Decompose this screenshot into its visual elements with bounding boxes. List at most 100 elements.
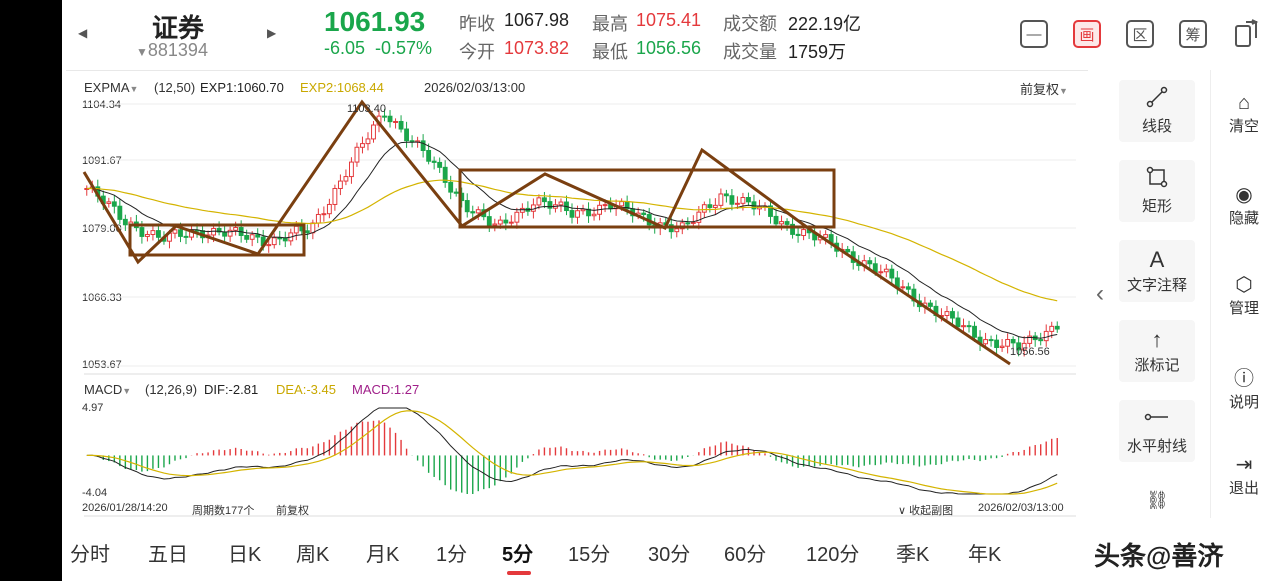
tab-period[interactable]: 60分 [724,544,767,566]
tool-up-mark[interactable]: ↑ 涨标记 [1119,320,1195,382]
tab-period[interactable]: 120分 [806,544,860,566]
candle [431,160,437,163]
collapse-tools-icon[interactable]: ‹ [1096,280,1104,307]
chip-icon[interactable]: 筹 [1179,20,1207,48]
next-stock-icon[interactable]: ▶ [267,26,277,40]
candle [1016,342,1022,351]
minus-icon[interactable]: — [1020,20,1048,48]
candle [536,197,542,206]
dropdown-icon: ▼ [122,386,132,396]
candle [530,204,536,212]
manage-button[interactable]: ⬡ 管理 [1214,272,1274,318]
tab-period[interactable]: 分时 [70,544,110,566]
trend-line-annotation [82,99,809,265]
tab-period[interactable]: 周K [296,544,330,566]
candle [773,215,779,225]
candle [768,205,773,217]
candle [464,200,470,213]
dropdown-icon[interactable]: ▼ [136,45,148,59]
candle [823,234,829,238]
candle [641,212,647,216]
candle [354,146,360,163]
candle [144,233,150,237]
tool-segment[interactable]: 线段 [1119,80,1195,142]
cursor-time: 2026/02/03/13:00 [424,80,526,95]
candle [1038,339,1044,342]
region-icon[interactable]: 区 [1126,20,1154,48]
candle [453,191,459,194]
tool-horizontal-ray[interactable]: 水平射线 [1119,400,1195,462]
adjust-select[interactable]: 前复权▼ [1020,82,1068,97]
tool-text-annotation[interactable]: A 文字注释 [1119,240,1195,302]
help-button[interactable]: ⓘ 说明 [1214,362,1274,412]
rotate-icon[interactable] [1230,16,1264,50]
chart-area[interactable] [66,70,1088,519]
candle [619,201,625,207]
volume-value: 1759万 [788,42,847,62]
candle [371,124,376,140]
candle [784,221,790,225]
y-tick: 1053.67 [82,359,122,371]
clear-button[interactable]: ⌂ 清空 [1214,92,1274,136]
candle [178,229,183,237]
tab-period[interactable]: 季K [896,544,930,566]
stock-code: ▼881394 [136,40,208,60]
main-indicator-label[interactable]: EXPMA▼ [84,80,139,95]
macd-value: MACD:1.27 [352,382,420,397]
tab-period[interactable]: 五日 [148,544,188,566]
candle [547,201,553,209]
candle [1049,325,1055,332]
candle [712,204,718,208]
hide-button[interactable]: ◉ 隐藏 [1214,182,1274,228]
high-point-label: 1103.40 [347,103,386,115]
candle [955,317,961,328]
candle [1027,335,1033,344]
draw-icon[interactable]: 画 [1073,20,1101,48]
dea-value: DEA:-3.45 [276,382,336,397]
tab-period[interactable]: 日K [228,544,262,566]
more-tools-icon[interactable]: ⛓ [1146,490,1169,510]
candle [746,197,751,203]
candle [1010,339,1016,344]
prev-close-value: 1067.98 [504,10,570,30]
candle [365,138,371,145]
tab-period[interactable]: 30分 [648,544,691,566]
candle [271,237,277,246]
candle [420,140,426,151]
collapse-sub-chart[interactable]: ∨ 收起副图 [898,505,954,517]
candle [883,268,889,273]
high-label: 最高 [592,14,628,34]
candle [470,211,476,214]
tab-period[interactable]: 月K [366,544,400,566]
candle [580,208,586,212]
candle [718,193,724,206]
candle [244,234,250,240]
candle [944,311,950,316]
candle [332,187,338,205]
candle [475,209,481,214]
y-tick: 1104.34 [82,99,121,111]
active-period-indicator [507,571,531,575]
candle [696,211,702,223]
candle [387,115,393,123]
tab-period[interactable]: 15分 [568,544,611,566]
candle [106,201,112,204]
tab-period[interactable]: 5分 [502,544,534,566]
exit-button[interactable]: ⇥ 退出 [1214,452,1274,498]
candlestick-chart[interactable] [62,0,1092,520]
candle [343,176,349,182]
box-annotation [128,223,306,257]
tool-rectangle[interactable]: 矩形 [1119,160,1195,222]
tab-period[interactable]: 1分 [436,544,468,566]
exp2-line [86,179,1058,302]
candle [255,234,261,238]
sub-indicator-label[interactable]: MACD▼ [84,382,132,397]
tab-period[interactable]: 年K [968,544,1002,566]
candle [150,230,156,235]
candle [674,228,680,233]
candle [293,225,299,234]
up-arrow-icon: ↑ [1151,327,1163,352]
watermark: 头条@善济 [1094,541,1224,571]
prev-stock-icon[interactable]: ◀ [78,26,88,40]
exit-icon: ⇥ [1235,454,1253,476]
